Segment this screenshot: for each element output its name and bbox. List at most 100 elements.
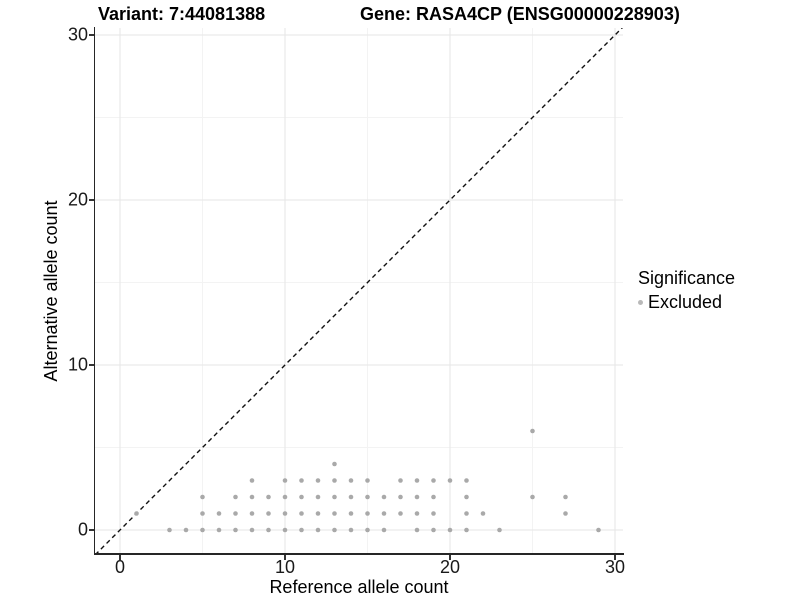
data-point: [497, 527, 502, 533]
data-point: [249, 494, 255, 500]
data-point: [282, 478, 288, 483]
data-point: [348, 478, 354, 483]
x-tick-mark: [449, 555, 451, 560]
x-tick-label: 20: [439, 557, 461, 577]
x-tick-label: 30: [604, 557, 626, 577]
x-tick-mark: [284, 555, 286, 560]
data-point: [596, 527, 601, 533]
data-point: [365, 511, 370, 516]
y-tick-mark: [89, 529, 94, 531]
data-point: [299, 478, 304, 483]
data-point: [282, 494, 288, 500]
data-point: [266, 527, 271, 533]
y-tick-label: 10: [67, 354, 88, 375]
data-point: [381, 527, 387, 533]
y-tick-mark: [89, 199, 94, 201]
data-point: [414, 478, 420, 483]
data-point: [299, 511, 304, 516]
data-point: [398, 478, 403, 483]
data-point: [249, 511, 255, 516]
data-point: [183, 527, 189, 533]
data-point: [200, 494, 205, 500]
data-point: [464, 494, 469, 500]
data-point: [381, 511, 387, 516]
x-tick-label: 10: [274, 557, 296, 577]
x-tick-mark: [119, 555, 121, 560]
data-point: [233, 511, 238, 516]
data-point: [563, 494, 568, 500]
data-point: [414, 511, 420, 516]
legend: Significance Excluded: [638, 268, 735, 313]
gene-title: Gene: RASA4CP (ENSG00000228903): [360, 4, 680, 24]
data-point: [282, 511, 288, 516]
x-tick-mark: [614, 555, 616, 560]
plot-panel: [95, 28, 623, 554]
data-point: [398, 511, 403, 516]
data-point: [233, 527, 238, 533]
data-point: [447, 478, 453, 483]
y-axis-title: Alternative allele count: [41, 200, 61, 382]
data-point: [414, 527, 420, 533]
data-point: [464, 511, 469, 516]
data-point: [530, 428, 535, 434]
data-point: [266, 511, 271, 516]
data-point: [332, 527, 337, 533]
data-point: [480, 511, 486, 516]
data-point: [200, 527, 205, 533]
data-point: [365, 478, 370, 483]
data-point: [365, 527, 370, 533]
data-point: [348, 494, 354, 500]
data-point: [332, 478, 337, 483]
data-point: [464, 527, 469, 533]
data-point: [348, 511, 354, 516]
data-point: [530, 494, 535, 500]
data-point: [348, 527, 354, 533]
data-point: [464, 478, 469, 483]
data-point: [216, 527, 222, 533]
data-point: [167, 527, 172, 533]
identity-reference-line: [95, 28, 623, 554]
data-point: [332, 494, 337, 500]
data-point: [398, 494, 403, 500]
data-point: [447, 527, 453, 533]
data-point: [299, 527, 304, 533]
data-point: [332, 511, 337, 516]
data-point: [315, 527, 321, 533]
y-tick-label: 0: [77, 519, 88, 540]
x-tick-label: 0: [114, 557, 126, 577]
scatter-plot: [95, 28, 623, 554]
data-point: [249, 478, 255, 483]
data-point: [315, 478, 321, 483]
legend-item-label: Excluded: [648, 292, 723, 312]
data-point: [332, 461, 337, 467]
x-axis-line: [93, 553, 624, 555]
data-point: [431, 494, 436, 500]
data-point: [282, 527, 288, 533]
data-point: [134, 511, 139, 516]
y-tick-label: 30: [67, 24, 88, 45]
y-tick-label: 20: [67, 189, 88, 210]
excluded-point-icon: [638, 300, 643, 305]
data-point: [315, 494, 321, 500]
legend-title: Significance: [638, 268, 736, 288]
data-point: [414, 494, 420, 500]
data-point: [200, 511, 205, 516]
data-point: [249, 527, 255, 533]
data-point: [431, 511, 436, 516]
y-axis-line: [93, 27, 96, 555]
x-axis-title: Reference allele count: [269, 577, 449, 597]
data-point: [315, 511, 321, 516]
data-point: [431, 527, 436, 533]
data-point: [233, 494, 238, 500]
data-point: [299, 494, 304, 500]
variant-title: Variant: 7:44081388: [98, 4, 266, 24]
data-point: [381, 494, 387, 500]
data-point: [216, 511, 222, 516]
data-point: [563, 511, 568, 516]
y-tick-mark: [89, 34, 94, 36]
data-point: [431, 478, 436, 483]
data-point: [365, 494, 370, 500]
y-tick-mark: [89, 364, 94, 366]
data-point: [266, 494, 271, 500]
